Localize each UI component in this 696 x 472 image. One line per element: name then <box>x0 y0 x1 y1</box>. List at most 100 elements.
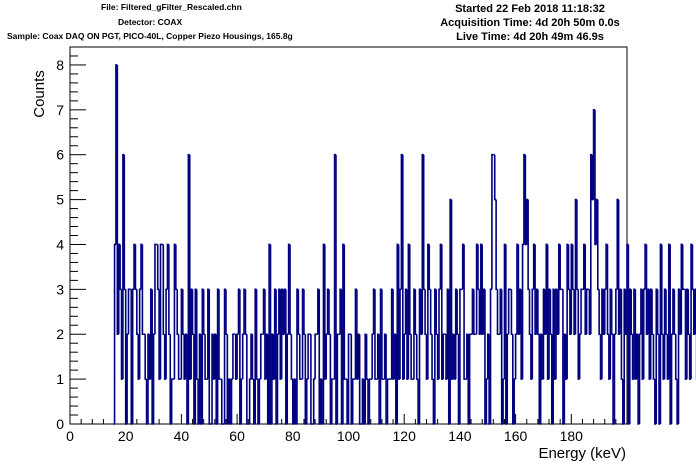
histogram-bin <box>310 334 313 425</box>
histogram-bin <box>358 334 362 425</box>
y-tick-label: 8 <box>56 57 64 73</box>
histogram-bin <box>656 289 660 336</box>
y-tick-label: 4 <box>56 236 64 252</box>
histogram-bin <box>613 333 616 424</box>
histogram-bin <box>691 244 694 291</box>
histogram-bin <box>468 333 472 424</box>
histogram-bin <box>289 244 292 336</box>
x-tick-label: 80 <box>285 428 301 444</box>
histogram-bin <box>424 289 427 336</box>
histogram-bin <box>162 244 165 336</box>
histogram-bin <box>477 244 480 291</box>
histogram-bin <box>152 333 155 424</box>
histogram-bin <box>403 333 406 380</box>
histogram-bin <box>131 288 135 424</box>
histogram-bin <box>123 154 126 291</box>
histogram-bin <box>381 289 384 380</box>
histogram-bin <box>330 378 334 424</box>
histogram-bin <box>531 288 534 380</box>
histogram-bin <box>507 288 511 335</box>
histogram-bin <box>651 289 654 336</box>
histogram-bin <box>113 243 116 424</box>
histogram-bin <box>414 289 417 336</box>
histogram-bin <box>144 334 147 380</box>
histogram-bin <box>638 333 641 424</box>
histogram-bin <box>567 244 570 291</box>
x-tick-label: 60 <box>229 428 245 444</box>
histogram-bin <box>687 289 690 336</box>
histogram-bin <box>491 153 494 290</box>
histogram-bin <box>202 289 206 336</box>
histogram-bin <box>312 378 316 424</box>
histogram-bin <box>578 333 582 380</box>
histogram-bin <box>606 244 609 336</box>
histogram-bin <box>610 289 614 336</box>
histogram-bin <box>576 199 579 291</box>
histogram-bin <box>642 288 646 380</box>
histogram-bin <box>328 289 331 336</box>
y-tick-label: 2 <box>56 326 64 342</box>
histogram-bin <box>431 334 434 380</box>
histogram-bin <box>305 378 309 424</box>
x-tick-label: 140 <box>448 428 472 444</box>
histogram-bin <box>347 333 350 424</box>
histogram-bin <box>463 244 466 380</box>
histogram-bin <box>620 289 623 380</box>
histogram-bin <box>159 243 162 380</box>
histogram-bin <box>495 199 498 291</box>
histogram-bin <box>246 334 249 425</box>
histogram-bin <box>175 244 178 291</box>
histogram-bin <box>248 378 252 424</box>
histogram-bin <box>415 334 419 380</box>
histogram-bin <box>177 334 181 380</box>
histogram-bin <box>351 378 355 424</box>
sample-label: Sample: Coax DAQ ON PGT, PICO-40L, Coppe… <box>7 31 293 41</box>
histogram-bin <box>489 288 492 424</box>
x-tick-label: 180 <box>560 428 584 444</box>
x-tick-label: 100 <box>337 428 361 444</box>
histogram-bin <box>290 334 293 380</box>
histogram-bin <box>496 289 499 336</box>
y-tick-label: 6 <box>56 147 64 163</box>
histogram-bin <box>514 333 517 380</box>
histogram-bin <box>428 244 431 291</box>
histogram-bin <box>168 244 171 336</box>
live-label: Live Time: 4d 20h 49m 46.9s <box>456 31 604 43</box>
histogram-bin <box>241 333 245 380</box>
histogram-bin <box>485 378 488 424</box>
histogram-bin <box>232 333 235 380</box>
histogram-bin <box>314 333 317 380</box>
histogram-bin <box>251 334 254 380</box>
histogram-bin <box>571 244 575 291</box>
histogram-bin <box>456 289 459 336</box>
histogram-bin <box>127 288 130 335</box>
histogram-bin <box>134 244 137 291</box>
histogram-bin <box>459 288 462 424</box>
histogram-bin <box>303 289 306 336</box>
histogram-bin <box>236 333 239 380</box>
histogram-bin <box>661 244 664 336</box>
histogram-bin <box>286 333 289 424</box>
x-tick-label: 120 <box>393 428 417 444</box>
histogram-bin <box>336 333 339 424</box>
histogram-bin <box>325 333 328 380</box>
histogram-bin <box>506 333 509 424</box>
histogram-bin <box>681 244 685 291</box>
histogram-bin <box>537 289 540 336</box>
histogram-bin <box>408 244 412 336</box>
histogram-bin <box>365 334 368 380</box>
x-tick-label: 20 <box>118 428 134 444</box>
histogram-bin <box>502 378 505 424</box>
histogram-bin <box>528 289 531 336</box>
histogram-bin <box>141 244 144 336</box>
histogram-bin <box>204 334 207 380</box>
histogram-bin <box>218 289 221 380</box>
file-label: File: Filtered_gFilter_Rescaled.chn <box>101 2 242 12</box>
histogram-bin <box>297 289 300 336</box>
histogram-bin <box>422 154 426 291</box>
histogram-bin <box>559 244 562 291</box>
histogram-bin <box>307 333 310 380</box>
histogram-bin <box>176 289 179 336</box>
acquisition-label: Acquisition Time: 4d 20h 50m 0.0s <box>440 17 620 29</box>
histogram-bin <box>368 378 371 424</box>
